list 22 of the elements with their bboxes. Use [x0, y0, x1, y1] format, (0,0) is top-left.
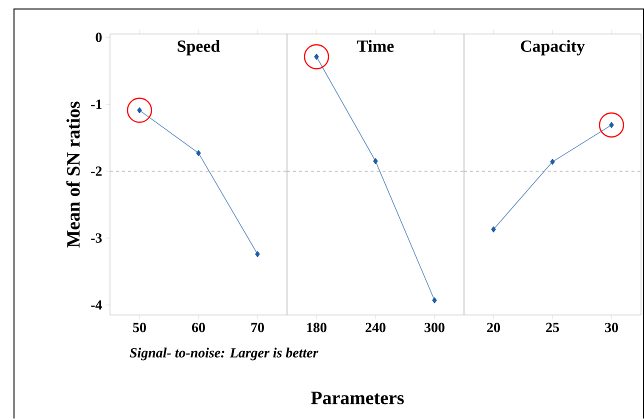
- x-axis-title: Parameters: [311, 392, 404, 404]
- y-tick-label: -3: [91, 233, 102, 243]
- x-tick-label: 50: [133, 322, 146, 332]
- point: [255, 251, 260, 258]
- y-axis-title: Mean of SN ratios: [66, 102, 80, 248]
- y-tick-label: -2: [91, 166, 102, 176]
- y-tick-label: 0: [96, 32, 102, 42]
- point: [196, 150, 201, 156]
- x-tick-label: 70: [251, 322, 264, 332]
- x-tick-label: 300: [424, 322, 444, 332]
- x-tick-label: 25: [546, 322, 559, 332]
- chart-title: Capacity: [520, 40, 585, 56]
- chart-title: Time: [357, 40, 394, 52]
- text: Signal- to-noise: Larger is better: [130, 348, 318, 360]
- y-tick-label: -4: [91, 300, 102, 310]
- x-tick-label: 20: [487, 322, 500, 332]
- x-tick-label: 180: [307, 322, 326, 332]
- x-tick-label: 30: [605, 322, 618, 332]
- x-tick-label: 60: [192, 322, 205, 332]
- chart-title: Speed: [178, 40, 220, 56]
- y-tick-label: -1: [91, 100, 102, 109]
- x-tick-label: 240: [366, 322, 386, 332]
